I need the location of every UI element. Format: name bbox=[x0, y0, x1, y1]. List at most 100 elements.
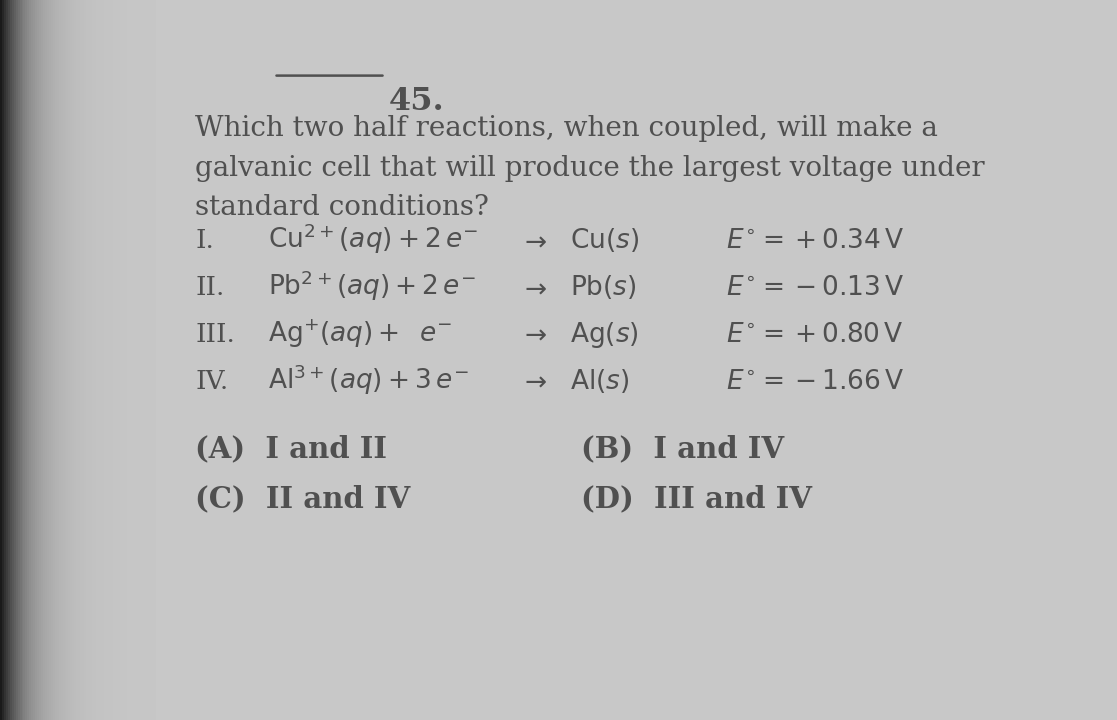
Bar bbox=[115, 0, 117, 720]
Bar bbox=[0, 0, 2, 720]
Bar bbox=[135, 0, 137, 720]
Bar bbox=[63, 0, 65, 720]
Bar bbox=[80, 0, 83, 720]
Bar bbox=[1086, 0, 1089, 720]
Text: II.: II. bbox=[195, 275, 225, 300]
Bar bbox=[11, 0, 13, 720]
Text: IV.: IV. bbox=[195, 369, 229, 394]
Bar bbox=[99, 0, 102, 720]
Text: III.: III. bbox=[195, 322, 236, 347]
Text: standard conditions?: standard conditions? bbox=[195, 194, 489, 222]
Bar bbox=[102, 0, 104, 720]
Bar bbox=[51, 0, 52, 720]
Text: (D)  III and IV: (D) III and IV bbox=[581, 485, 812, 513]
Bar bbox=[120, 0, 121, 720]
Bar bbox=[47, 0, 49, 720]
Bar bbox=[117, 0, 120, 720]
Bar bbox=[109, 0, 112, 720]
Text: $E^{\circ} = +0.80\,\mathrm{V}$: $E^{\circ} = +0.80\,\mathrm{V}$ bbox=[726, 322, 904, 348]
Bar bbox=[139, 0, 141, 720]
Bar bbox=[1097, 0, 1100, 720]
Bar bbox=[31, 0, 34, 720]
Bar bbox=[107, 0, 109, 720]
Bar bbox=[1111, 0, 1114, 720]
Bar bbox=[1083, 0, 1086, 720]
Bar bbox=[1078, 0, 1081, 720]
Bar bbox=[1106, 0, 1108, 720]
Text: $\mathrm{Cu}(s)$: $\mathrm{Cu}(s)$ bbox=[570, 226, 639, 254]
Bar bbox=[60, 0, 63, 720]
Bar bbox=[68, 0, 70, 720]
Text: $\mathrm{Ag}(s)$: $\mathrm{Ag}(s)$ bbox=[570, 320, 639, 350]
Text: (C)  II and IV: (C) II and IV bbox=[195, 485, 411, 513]
Text: Which two half reactions, when coupled, will make a: Which two half reactions, when coupled, … bbox=[195, 115, 938, 143]
Text: $\mathrm{Al}(s)$: $\mathrm{Al}(s)$ bbox=[570, 366, 629, 395]
Text: $\rightarrow$: $\rightarrow$ bbox=[519, 228, 547, 254]
Bar bbox=[125, 0, 127, 720]
Text: $\mathrm{Cu}^{2+}(aq)+2\,e^{-}$: $\mathrm{Cu}^{2+}(aq)+2\,e^{-}$ bbox=[268, 222, 478, 256]
Bar bbox=[145, 0, 146, 720]
Bar bbox=[1067, 0, 1069, 720]
Bar bbox=[1104, 0, 1106, 720]
Bar bbox=[128, 0, 131, 720]
Bar bbox=[8, 0, 10, 720]
Text: $\rightarrow$: $\rightarrow$ bbox=[519, 369, 547, 395]
Bar bbox=[131, 0, 133, 720]
Text: $\mathrm{Pb}^{2+}(aq)+2\,e^{-}$: $\mathrm{Pb}^{2+}(aq)+2\,e^{-}$ bbox=[268, 269, 476, 303]
Bar bbox=[1108, 0, 1111, 720]
Bar bbox=[23, 0, 26, 720]
Bar bbox=[1081, 0, 1083, 720]
Bar bbox=[112, 0, 114, 720]
Bar bbox=[57, 0, 59, 720]
Bar bbox=[114, 0, 115, 720]
Bar bbox=[151, 0, 152, 720]
Bar bbox=[39, 0, 41, 720]
Bar bbox=[73, 0, 75, 720]
Bar bbox=[149, 0, 151, 720]
Bar bbox=[67, 0, 68, 720]
Bar bbox=[127, 0, 128, 720]
Bar bbox=[49, 0, 51, 720]
Bar bbox=[154, 0, 156, 720]
Bar bbox=[6, 0, 8, 720]
Bar bbox=[123, 0, 125, 720]
Bar bbox=[84, 0, 86, 720]
Bar bbox=[92, 0, 94, 720]
Text: $\rightarrow$: $\rightarrow$ bbox=[519, 322, 547, 348]
Bar bbox=[1100, 0, 1102, 720]
Bar bbox=[29, 0, 31, 720]
Bar bbox=[1089, 0, 1092, 720]
Bar bbox=[34, 0, 36, 720]
Bar bbox=[1065, 0, 1067, 720]
Text: $E^{\circ} = -1.66\,\mathrm{V}$: $E^{\circ} = -1.66\,\mathrm{V}$ bbox=[726, 369, 905, 395]
Bar bbox=[65, 0, 67, 720]
Text: $E^{\circ} = -0.13\,\mathrm{V}$: $E^{\circ} = -0.13\,\mathrm{V}$ bbox=[726, 275, 905, 301]
Bar bbox=[44, 0, 45, 720]
Bar bbox=[52, 0, 55, 720]
Bar bbox=[26, 0, 28, 720]
Bar bbox=[18, 0, 19, 720]
Bar bbox=[45, 0, 47, 720]
Bar bbox=[141, 0, 143, 720]
Bar bbox=[76, 0, 78, 720]
Bar bbox=[78, 0, 80, 720]
Bar bbox=[37, 0, 39, 720]
Bar bbox=[1075, 0, 1078, 720]
Text: (B)  I and IV: (B) I and IV bbox=[581, 434, 784, 463]
Bar bbox=[94, 0, 96, 720]
Bar bbox=[137, 0, 139, 720]
Text: (A)  I and II: (A) I and II bbox=[195, 434, 388, 463]
Bar bbox=[41, 0, 44, 720]
Bar bbox=[27, 0, 29, 720]
Text: $\mathrm{Pb}(s)$: $\mathrm{Pb}(s)$ bbox=[570, 273, 637, 301]
Text: $E^{\circ} = +0.34\,\mathrm{V}$: $E^{\circ} = +0.34\,\mathrm{V}$ bbox=[726, 228, 905, 254]
Bar bbox=[143, 0, 145, 720]
Bar bbox=[21, 0, 23, 720]
Bar bbox=[122, 0, 123, 720]
Bar bbox=[59, 0, 60, 720]
Bar bbox=[1092, 0, 1095, 720]
Bar bbox=[133, 0, 135, 720]
Text: I.: I. bbox=[195, 228, 214, 253]
Bar bbox=[146, 0, 149, 720]
Bar bbox=[1114, 0, 1117, 720]
